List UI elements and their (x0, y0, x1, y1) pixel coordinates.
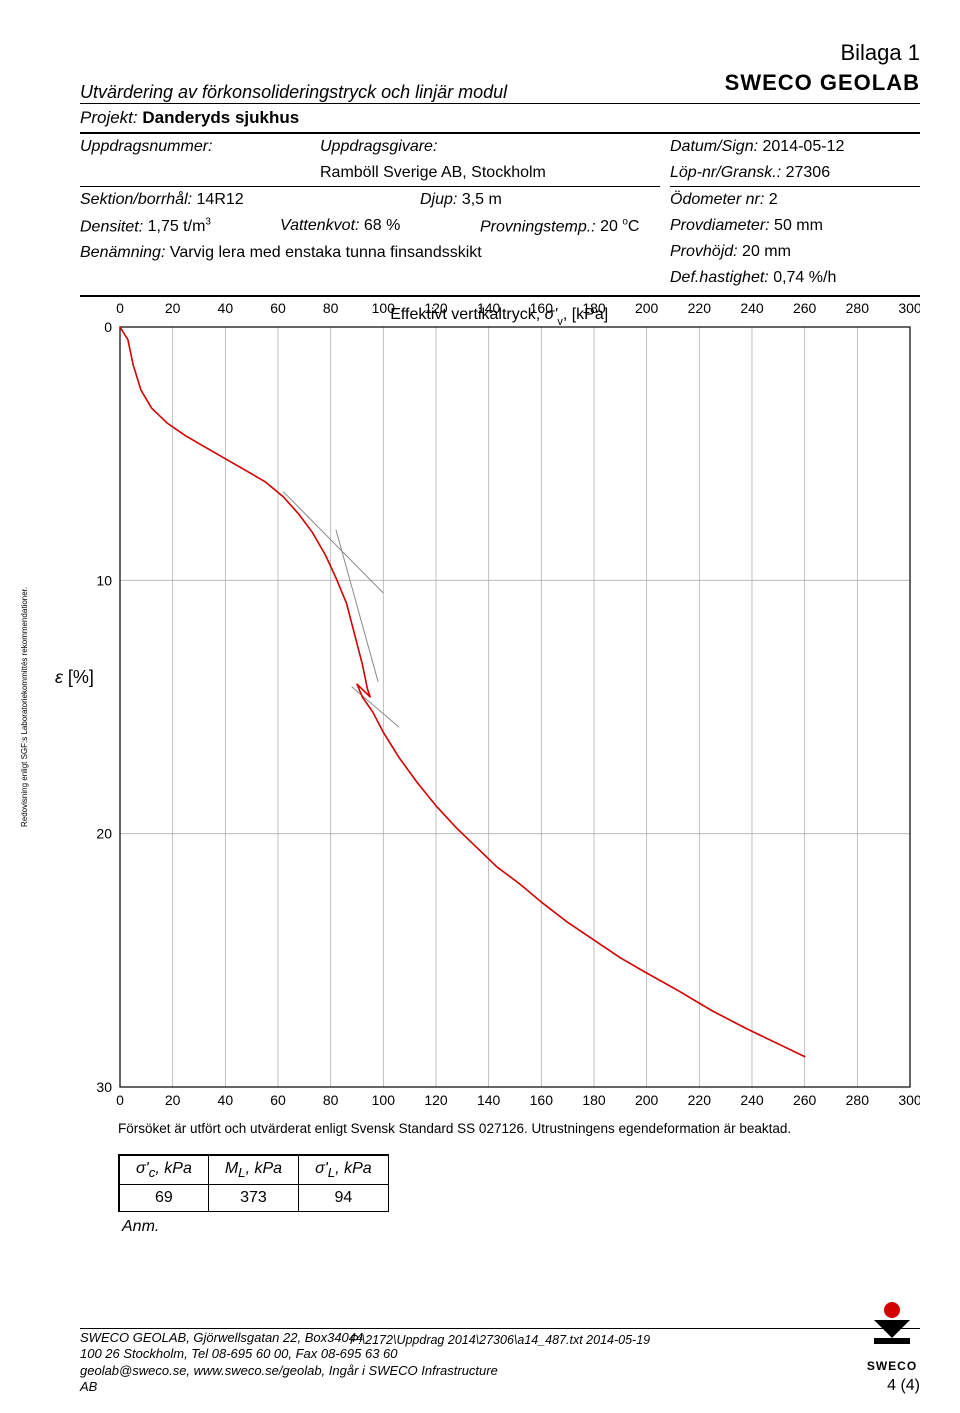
svg-text:260: 260 (793, 1092, 817, 1108)
svg-text:20: 20 (96, 826, 112, 842)
svg-text:10: 10 (96, 572, 112, 588)
uppdragsgivare-label: Uppdragsgivare: (320, 138, 437, 156)
page-footer: SWECO GEOLAB, Gjörwellsgatan 22, Box3404… (80, 1298, 920, 1395)
val-sigma-c: 69 (119, 1185, 208, 1212)
svg-text:0: 0 (116, 1092, 124, 1108)
svg-text:200: 200 (635, 1092, 659, 1108)
odometer-label: Ödometer nr: (670, 191, 764, 208)
benamning-value: Varvig lera med enstaka tunna finsandssk… (170, 244, 482, 261)
djup-label: Djup: (420, 191, 457, 208)
svg-text:30: 30 (96, 1079, 112, 1095)
svg-text:40: 40 (218, 1092, 234, 1108)
footer-addr2: 100 26 Stockholm, Tel 08-695 60 00, Fax … (80, 1346, 510, 1362)
page-number: 4 (4) (864, 1373, 920, 1395)
col-sigma-c: σ'c, kPa (119, 1155, 208, 1185)
densitet-value: 1,75 t/m (148, 218, 206, 235)
lopnr-label: Löp-nr/Gransk.: (670, 164, 781, 181)
svg-text:20: 20 (165, 300, 181, 316)
provtemp-label: Provningstemp.: (480, 218, 596, 235)
footer-brand: SWECO (864, 1359, 920, 1373)
provhojd-label: Provhöjd: (670, 243, 738, 260)
densitet-label: Densitet: (80, 218, 143, 235)
sweco-logo-icon (864, 1298, 920, 1354)
djup-value: 3,5 m (462, 191, 502, 208)
uppdragsnummer-label: Uppdragsnummer: (80, 138, 320, 156)
svg-text:80: 80 (323, 300, 339, 316)
header-top-right: Bilaga 1 SWECO GEOLAB (725, 40, 920, 96)
project-label: Projekt: (80, 108, 138, 127)
chart-note: Försöket är utfört och utvärderat enligt… (118, 1121, 920, 1136)
uppdragsgivare-value: Ramböll Sverige AB, Stockholm (320, 164, 546, 181)
results-table: σ'c, kPa ML, kPa σ'L, kPa 69 373 94 Anm. (118, 1154, 920, 1236)
svg-text:40: 40 (218, 300, 234, 316)
svg-text:240: 240 (740, 300, 764, 316)
chart-area: Redovisning enligt SGF:s Laboratoriekomm… (80, 297, 920, 1117)
svg-text:220: 220 (688, 300, 712, 316)
footer-center: P:\2172\Uppdrag 2014\27306\a14_487.txt 2… (350, 1333, 650, 1347)
svg-text:120: 120 (424, 300, 448, 316)
lopnr-value: 27306 (786, 164, 831, 181)
svg-text:260: 260 (793, 300, 817, 316)
defhast-value: 0,74 %/h (773, 269, 836, 286)
odometer-value: 2 (769, 191, 778, 208)
provdiameter-value: 50 mm (774, 217, 823, 234)
provhojd-value: 20 mm (742, 243, 791, 260)
project-row: Projekt: Danderyds sjukhus (80, 108, 920, 128)
svg-text:0: 0 (116, 300, 124, 316)
svg-text:300: 300 (898, 1092, 920, 1108)
brand-name: SWECO GEOLAB (725, 70, 920, 96)
y-axis-label: ε [%] (55, 667, 94, 688)
svg-text:100: 100 (372, 300, 396, 316)
svg-text:200: 200 (635, 300, 659, 316)
svg-text:180: 180 (582, 300, 606, 316)
svg-text:280: 280 (846, 1092, 870, 1108)
svg-text:60: 60 (270, 1092, 286, 1108)
footer-addr3: geolab@sweco.se, www.sweco.se/geolab, In… (80, 1363, 510, 1396)
datum-label: Datum/Sign: (670, 138, 758, 155)
chart-side-text: Redovisning enligt SGF:s Laboratoriekomm… (20, 297, 40, 1117)
svg-text:280: 280 (846, 300, 870, 316)
sektion-label: Sektion/borrhål: (80, 191, 192, 208)
svg-text:180: 180 (582, 1092, 606, 1108)
svg-text:160: 160 (530, 1092, 554, 1108)
svg-text:60: 60 (270, 300, 286, 316)
chart-svg: Effektivt vertikaltryck, σ'v, [kPa]00202… (80, 297, 920, 1117)
bilaga-label: Bilaga 1 (725, 40, 920, 66)
anm-label: Anm. (122, 1218, 920, 1236)
provtemp-value: 20 (600, 218, 622, 235)
benamning-label: Benämning: (80, 244, 165, 261)
svg-text:0: 0 (104, 319, 112, 335)
project-value: Danderyds sjukhus (142, 108, 299, 127)
svg-text:80: 80 (323, 1092, 339, 1108)
val-ML: 373 (208, 1185, 298, 1212)
svg-text:240: 240 (740, 1092, 764, 1108)
svg-text:140: 140 (477, 300, 501, 316)
val-sigma-L: 94 (299, 1185, 389, 1212)
svg-text:100: 100 (372, 1092, 396, 1108)
svg-text:300: 300 (898, 300, 920, 316)
vattenkvot-value: 68 % (364, 217, 400, 234)
col-ML: ML, kPa (208, 1155, 298, 1185)
svg-text:160: 160 (530, 300, 554, 316)
vattenkvot-label: Vattenkvot: (280, 217, 359, 234)
provdiameter-label: Provdiameter: (670, 217, 770, 234)
sektion-value: 14R12 (197, 191, 244, 208)
metadata-block: Uppdragsnummer: Uppdragsgivare: Ramböll … (80, 134, 920, 291)
datum-value: 2014-05-12 (763, 138, 845, 155)
svg-text:140: 140 (477, 1092, 501, 1108)
col-sigma-L: σ'L, kPa (299, 1155, 389, 1185)
svg-text:20: 20 (165, 1092, 181, 1108)
svg-text:120: 120 (424, 1092, 448, 1108)
svg-text:220: 220 (688, 1092, 712, 1108)
defhast-label: Def.hastighet: (670, 269, 769, 286)
